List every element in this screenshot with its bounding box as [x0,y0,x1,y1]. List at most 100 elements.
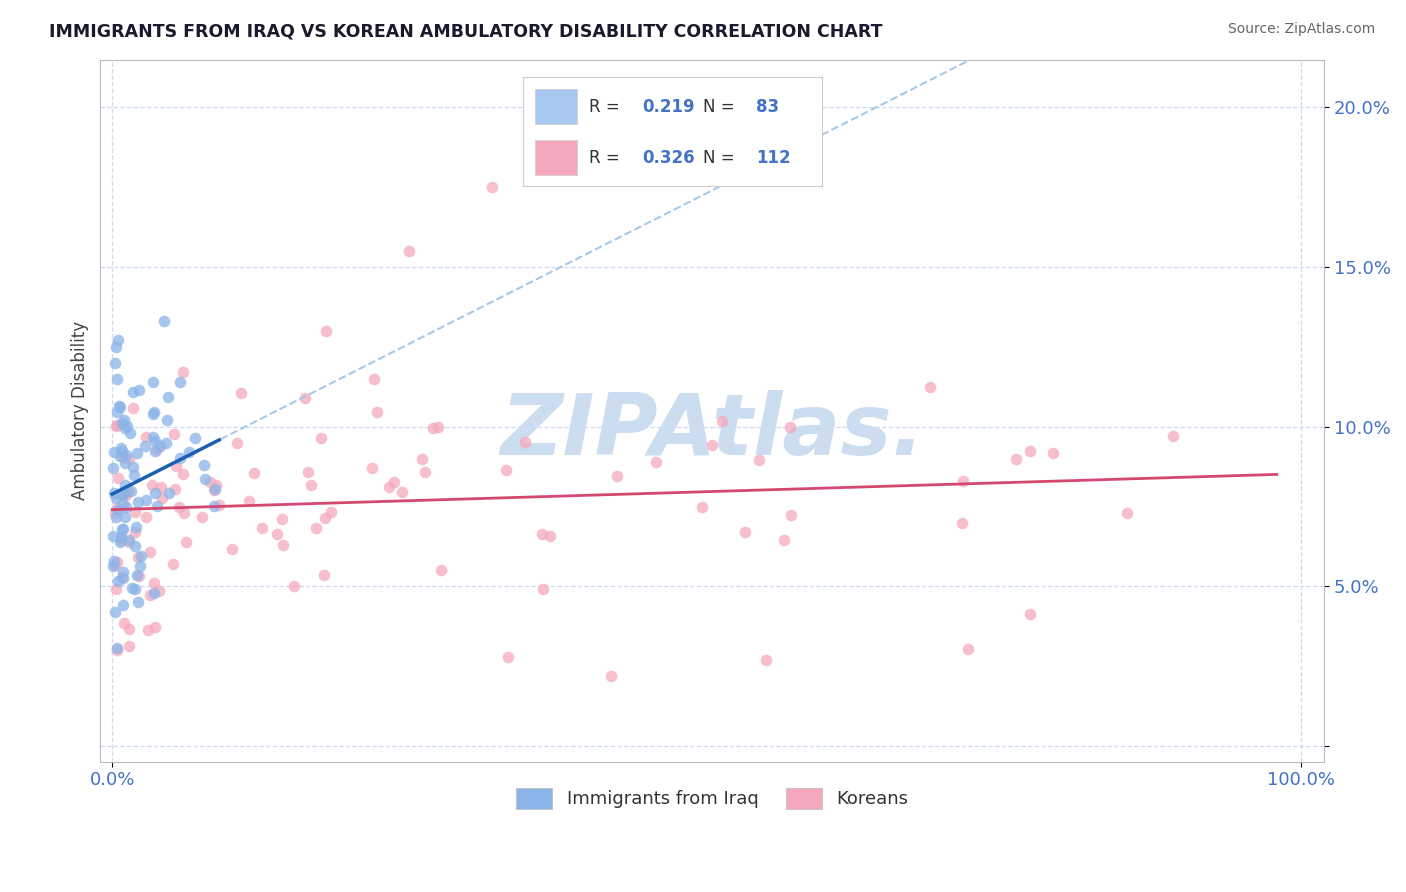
Point [104,605,127,619]
Point [169,375,191,389]
Point [110,535,132,549]
Point [315,324,337,338]
Point [103,554,125,568]
Legend: Immigrants from Iraq, Koreans: Immigrants from Iraq, Koreans [509,780,915,816]
Point [208,498,231,512]
Point [530,526,553,541]
Point [1005,451,1028,466]
Point [600,668,623,682]
Point [294,392,316,406]
Point [122,401,145,415]
Point [135,510,157,524]
Point [141,478,163,492]
Point [118,639,141,653]
Point [107,333,129,347]
Point [114,509,136,524]
Point [229,385,252,400]
Point [103,445,125,459]
Point [104,558,127,573]
Point [111,522,134,536]
Point [104,340,127,354]
Point [202,499,225,513]
Point [172,467,194,481]
Point [243,466,266,480]
Point [111,598,134,612]
Point [117,483,139,498]
Point [312,567,335,582]
Point [398,244,420,259]
Point [118,533,141,548]
Point [496,650,519,665]
Point [127,495,149,509]
Point [104,356,127,370]
Point [108,450,131,464]
Point [165,483,187,497]
Point [200,475,222,489]
Point [378,480,401,494]
Point [135,493,157,508]
Point [1018,444,1040,458]
Point [146,442,169,456]
Point [112,487,135,501]
Point [204,482,226,496]
Point [538,529,561,543]
Point [177,444,200,458]
Point [143,576,166,591]
Point [128,384,150,398]
Point [121,581,143,595]
Point [690,500,713,514]
Point [157,486,180,500]
Point [115,488,138,502]
Point [143,405,166,419]
Point [309,430,332,444]
Point [118,622,141,636]
Point [156,413,179,427]
Point [382,475,405,489]
Point [128,569,150,583]
Point [700,438,723,452]
Point [120,426,142,441]
Point [952,474,974,488]
Point [411,451,433,466]
Point [110,530,132,544]
Point [202,483,225,497]
Point [118,451,141,466]
Point [114,477,136,491]
Point [115,500,138,515]
Point [194,472,217,486]
Point [111,443,134,458]
Point [146,499,169,513]
Point [143,444,166,458]
Point [205,477,228,491]
Point [125,445,148,459]
Point [103,559,125,574]
Point [149,439,172,453]
Point [271,511,294,525]
Point [134,438,156,452]
Point [105,500,128,515]
Point [918,380,941,394]
Point [1115,506,1137,520]
Point [104,507,127,521]
Point [391,484,413,499]
Point [142,375,165,389]
Point [139,588,162,602]
Point [138,623,160,637]
Point [110,533,132,547]
Point [266,527,288,541]
Point [129,549,152,563]
Point [148,584,170,599]
Point [114,456,136,470]
Y-axis label: Ambulatory Disability: Ambulatory Disability [72,321,89,500]
Point [127,595,149,609]
Point [101,528,124,542]
Point [105,372,128,386]
Point [226,436,249,450]
Point [127,549,149,564]
Point [167,500,190,515]
Point [165,459,187,474]
Point [110,530,132,544]
Point [221,542,243,557]
Point [531,582,554,596]
Point [711,414,734,428]
